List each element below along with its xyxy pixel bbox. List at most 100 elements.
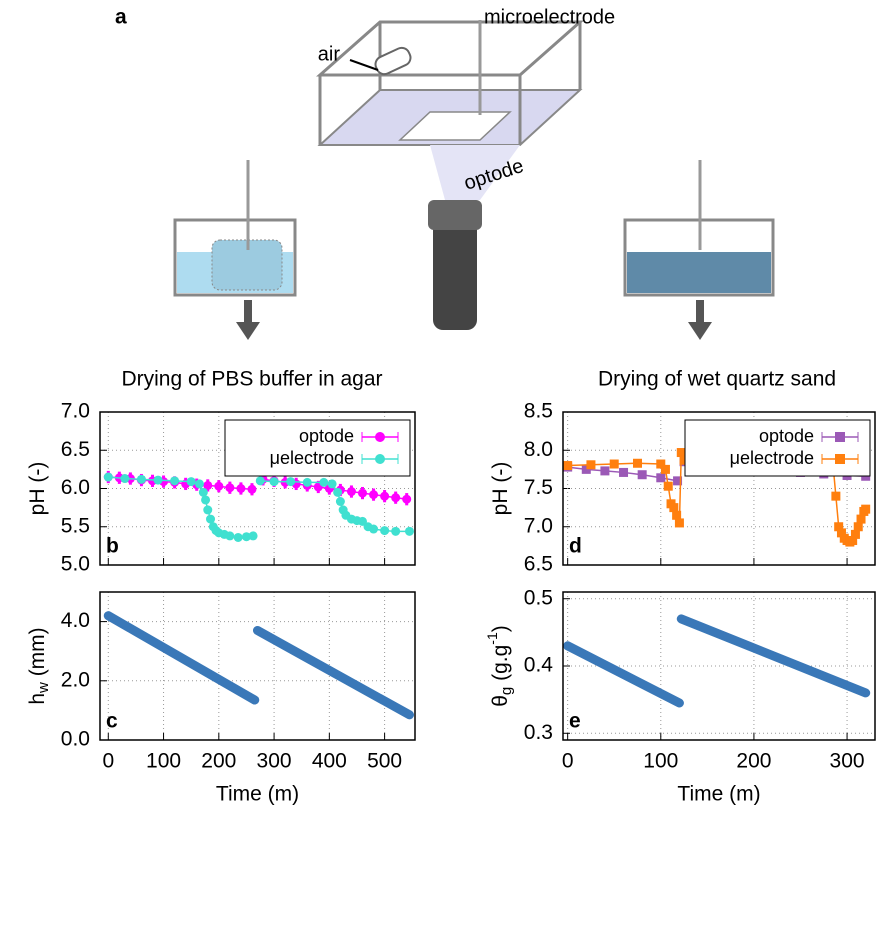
y-axis-label-part: ): [489, 625, 512, 632]
x-tick-label: 100: [643, 750, 678, 773]
point: [120, 474, 130, 484]
point: [198, 487, 208, 497]
point: [319, 477, 329, 487]
y-axis-label: θg (g.g-1): [484, 625, 515, 707]
y-axis-label-part: -1: [484, 632, 500, 645]
point: [669, 503, 679, 513]
legend-marker: [835, 454, 845, 464]
point: [236, 484, 246, 493]
point: [203, 480, 213, 490]
panel-label: c: [106, 710, 118, 733]
y-tick-label: 4.0: [61, 609, 90, 632]
point: [346, 487, 356, 497]
legend-marker: [375, 432, 385, 442]
x-tick-label: 100: [146, 750, 181, 773]
x-tick-label: 500: [367, 750, 402, 773]
point: [201, 495, 211, 505]
y-tick-label: 6.0: [61, 476, 90, 499]
point: [600, 466, 610, 476]
point: [391, 526, 401, 536]
sand: [627, 252, 771, 293]
point: [836, 528, 846, 538]
point: [286, 477, 296, 487]
point: [170, 476, 180, 486]
light-cone: [430, 145, 520, 200]
panel-label: b: [106, 535, 119, 558]
x-axis-label: Time (m): [216, 783, 299, 806]
arrow-head: [688, 322, 712, 340]
y-axis-label-part: w: [35, 682, 52, 694]
y-tick-label: 5.5: [61, 514, 90, 537]
point: [402, 494, 412, 504]
y-axis-label-part: h: [26, 693, 49, 705]
y-tick-label: 0.3: [524, 721, 553, 744]
x-tick-label: 200: [201, 750, 236, 773]
series-line: [103, 611, 414, 720]
point: [194, 479, 204, 489]
point: [153, 475, 163, 485]
point: [673, 476, 683, 486]
point: [233, 532, 243, 542]
point: [203, 505, 213, 515]
x-tick-label: 300: [257, 750, 292, 773]
y-axis-label: pH (-): [26, 462, 49, 516]
point: [831, 491, 841, 501]
point: [369, 524, 379, 534]
point: [333, 487, 343, 497]
point: [335, 497, 345, 507]
y-axis-label-part: g: [498, 687, 515, 695]
legend-label: optode: [299, 426, 354, 446]
camera: [433, 200, 477, 330]
point: [255, 476, 265, 486]
point: [660, 464, 670, 474]
y-tick-label: 0.4: [524, 654, 554, 677]
legend-marker: [375, 454, 385, 464]
y-tick-label: 0.0: [61, 728, 90, 751]
x-tick-label: 400: [312, 750, 347, 773]
beaker-left: [173, 218, 297, 297]
point: [369, 490, 379, 500]
point: [861, 504, 871, 514]
point: [679, 455, 689, 465]
point: [302, 477, 312, 487]
plot-frame: [562, 411, 876, 566]
panel-label: d: [569, 535, 582, 558]
panel-label: e: [569, 710, 581, 733]
point: [225, 531, 235, 541]
point: [563, 461, 573, 471]
x-tick-label: 300: [830, 750, 865, 773]
point: [663, 481, 673, 491]
point: [674, 518, 684, 528]
point: [656, 459, 666, 469]
point: [214, 481, 224, 491]
y-tick-label: 6.5: [61, 438, 90, 461]
y-tick-label: 8.0: [524, 438, 553, 461]
y-tick-label: 5.0: [61, 553, 90, 576]
legend-box: [684, 419, 871, 477]
point: [850, 529, 860, 539]
point: [676, 448, 686, 458]
point: [856, 514, 866, 524]
y-tick-label: 2.0: [61, 668, 90, 691]
plot-frame: [562, 591, 876, 741]
point: [358, 516, 367, 526]
legend-box: [224, 419, 411, 477]
point: [225, 483, 235, 493]
caption: Drying of PBS buffer in agar: [121, 368, 382, 391]
caption: Drying of wet quartz sand: [598, 368, 836, 391]
point: [186, 477, 196, 487]
point: [206, 514, 216, 524]
y-axis-label-part: (g.g: [489, 645, 512, 687]
label: microelectrode: [484, 6, 615, 28]
y-axis-label-part: (mm): [26, 627, 49, 682]
point: [586, 460, 596, 470]
y-tick-label: 7.0: [524, 514, 553, 537]
point: [672, 510, 682, 520]
optode-patch: [211, 239, 283, 291]
point: [853, 522, 863, 532]
point: [656, 473, 666, 483]
point: [103, 472, 113, 482]
y-axis-label-part: θ: [489, 695, 512, 707]
plot-frame: [99, 591, 416, 741]
